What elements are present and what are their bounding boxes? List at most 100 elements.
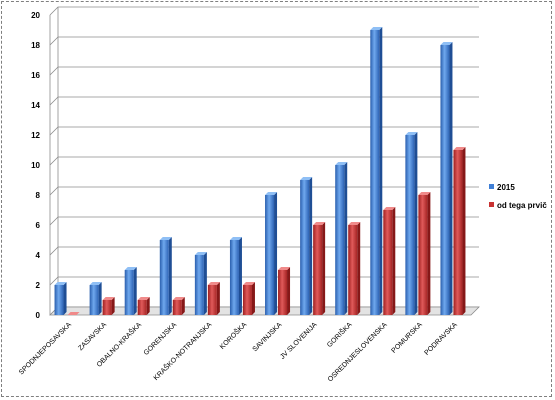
bar-series-2 <box>348 222 361 315</box>
legend-swatch <box>489 202 494 207</box>
bar-series-1 <box>124 267 137 315</box>
bar-side <box>216 282 220 315</box>
legend-label: od tega prvič <box>497 201 547 210</box>
bar-top <box>383 207 396 210</box>
y-tick-label: 20 <box>31 11 40 20</box>
bar-side <box>287 267 291 315</box>
bar-side <box>133 267 137 315</box>
legend: 2015 od tega prvič <box>489 183 547 210</box>
bar-side <box>392 207 396 315</box>
y-tick-label: 10 <box>31 161 40 170</box>
bar-top <box>67 312 80 315</box>
bar-front <box>278 270 288 315</box>
x-tick-label: GORIŠKA <box>325 320 354 349</box>
bar-side <box>449 42 453 315</box>
x-tick-label: JV SLOVENIJA <box>279 321 319 361</box>
x-tick-label: SAVINJSKA <box>252 321 284 353</box>
bar-top <box>418 192 431 195</box>
bar-front <box>265 195 275 315</box>
bar-front <box>242 285 252 315</box>
bar-top <box>370 27 383 30</box>
bar-series-2 <box>418 192 431 315</box>
bar-top <box>440 42 453 45</box>
x-tick-label: ZASAVSKA <box>77 321 108 352</box>
bar-front <box>159 240 169 315</box>
bar-front <box>313 225 323 315</box>
bar-side <box>462 147 466 315</box>
y-tick-label: 14 <box>31 101 40 110</box>
bar-side <box>274 192 278 315</box>
bar-front <box>89 285 99 315</box>
bar-front <box>207 285 217 315</box>
bar-side <box>379 27 383 315</box>
bar-front <box>229 240 239 315</box>
bar-side <box>111 297 115 315</box>
bar-top <box>102 297 115 300</box>
bar-top <box>313 222 326 225</box>
bar-series-1 <box>89 282 102 315</box>
bar-series-1 <box>405 132 418 315</box>
bar-front <box>348 225 358 315</box>
bar-series-1 <box>440 42 453 315</box>
bar-series-2 <box>102 297 115 315</box>
bar-side <box>309 177 313 315</box>
bar-front <box>335 165 345 315</box>
bar-top <box>348 222 361 225</box>
bar-series-1 <box>300 177 313 315</box>
bar-series-2 <box>313 222 326 315</box>
bar-side <box>146 297 150 315</box>
bar-side <box>357 222 361 315</box>
bar-top <box>172 297 185 300</box>
bar-side <box>168 237 172 315</box>
bar-side <box>181 297 185 315</box>
bar-side <box>98 282 102 315</box>
bar-series-1 <box>370 27 383 315</box>
bar-side <box>344 162 348 315</box>
x-tick-label: OSREDNJESLOVENSKA <box>327 321 389 383</box>
bars-layer <box>54 27 466 315</box>
bar-series-1 <box>265 192 278 315</box>
y-tick-label: 6 <box>36 221 41 230</box>
bar-front <box>172 300 182 315</box>
bar-series-2 <box>172 297 185 315</box>
bar-series-1 <box>335 162 348 315</box>
bar-top <box>242 282 255 285</box>
bar-front <box>383 210 393 315</box>
bar-front <box>405 135 415 315</box>
bar-top <box>300 177 313 180</box>
bar-side <box>414 132 418 315</box>
bar-series-2 <box>453 147 466 315</box>
bar-top <box>54 282 67 285</box>
bar-side <box>427 192 431 315</box>
bar-top <box>137 297 150 300</box>
bar-series-2 <box>278 267 291 315</box>
bar-top <box>159 237 172 240</box>
bar-top <box>453 147 466 150</box>
x-tick-label: PODRAVSKA <box>423 321 459 357</box>
bar-front <box>54 285 64 315</box>
bar-front <box>137 300 147 315</box>
y-tick-label: 4 <box>36 251 41 260</box>
x-tick-label: POMURSKA <box>391 321 425 355</box>
x-tick-label: KRAŠKO-NOTRANJSKA <box>151 320 213 382</box>
legend-label: 2015 <box>497 183 515 192</box>
bar-front <box>418 195 428 315</box>
bar-top <box>405 132 418 135</box>
bar-top <box>229 237 242 240</box>
bar-front <box>124 270 134 315</box>
y-tick-label: 2 <box>36 281 41 290</box>
x-tick-label: GORENJSKA <box>143 321 179 357</box>
bar-top <box>89 282 102 285</box>
y-tick-label: 12 <box>31 131 40 140</box>
y-tick-label: 18 <box>31 41 40 50</box>
legend-swatch <box>489 184 494 189</box>
y-tick-label: 16 <box>31 71 40 80</box>
bar-series-1 <box>229 237 242 315</box>
bar-side <box>322 222 326 315</box>
x-tick-label: SPODNJEPOSAVSKA <box>18 321 73 376</box>
bar-top <box>335 162 348 165</box>
x-tick-label: KOROŠKA <box>218 320 249 351</box>
bar-top <box>278 267 291 270</box>
